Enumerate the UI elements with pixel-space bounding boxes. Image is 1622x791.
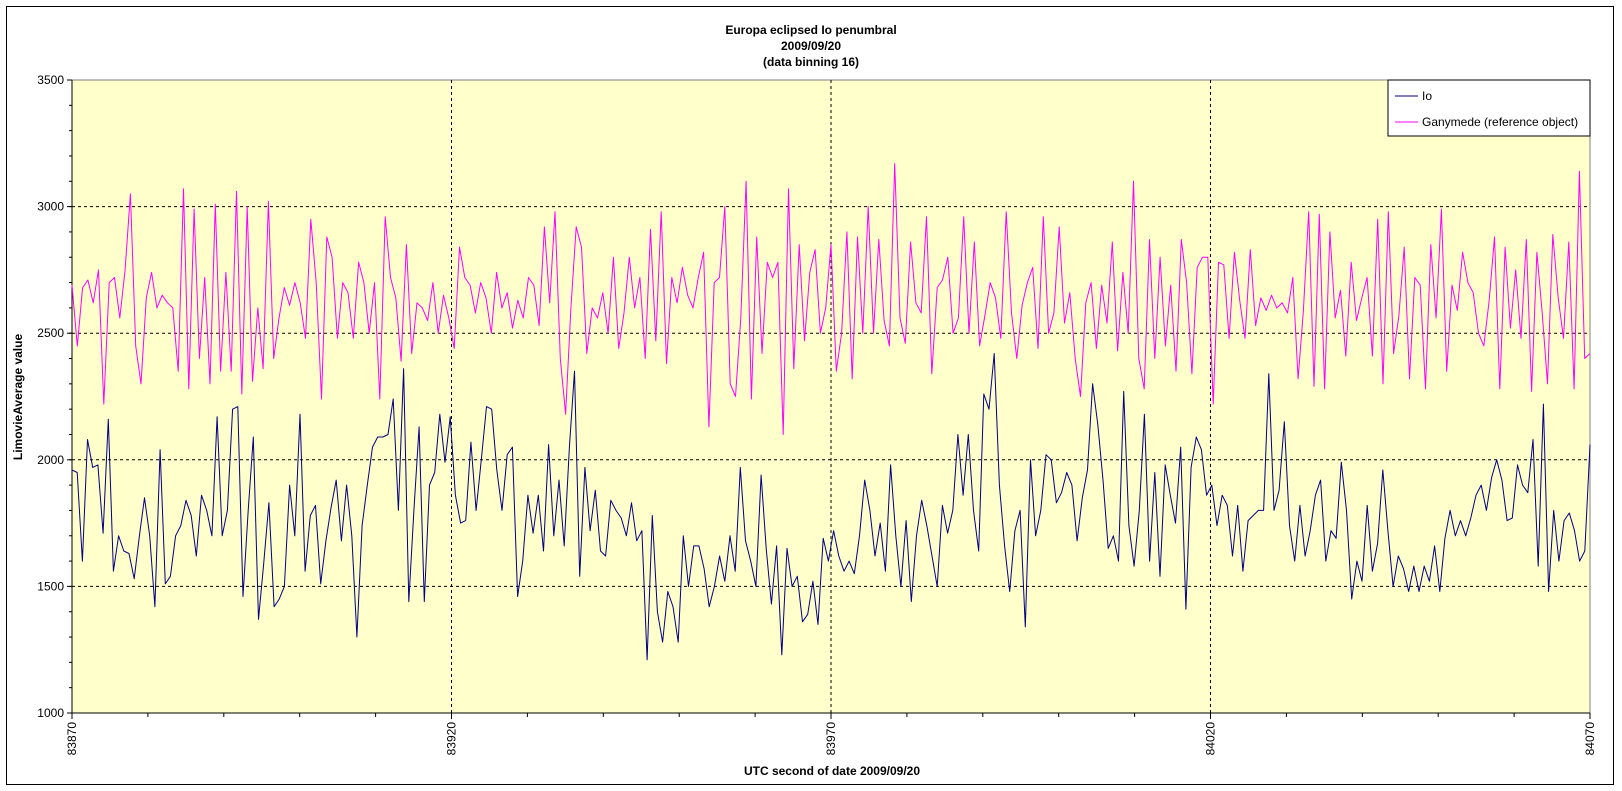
series-lines — [71, 163, 1591, 661]
chart-title-line-2: 2009/09/20 — [780, 39, 842, 53]
plot-area — [71, 79, 1591, 714]
x-tick-label: 83920 — [445, 722, 459, 756]
chart-title-line-3: (data binning 16) — [763, 55, 859, 69]
x-axis-ticks: 83870 83920 83970 84020 84070 — [65, 713, 1597, 755]
y-tick-label: 3000 — [37, 200, 64, 214]
y-tick-label: 2000 — [37, 453, 64, 467]
x-tick-label: 84020 — [1204, 722, 1218, 756]
series-line-ganymede — [71, 163, 1591, 435]
y-axis-ticks: 1000 1500 2000 2500 3000 3500 — [37, 73, 72, 720]
y-axis-label: LimovieAverage value — [11, 334, 25, 461]
series-line-io — [71, 353, 1591, 661]
y-tick-label: 1500 — [37, 579, 64, 593]
legend-label-io: Io — [1422, 89, 1432, 103]
legend-label-ganymede: Ganymede (reference object) — [1422, 115, 1578, 129]
x-axis-label: UTC second of date 2009/09/20 — [744, 764, 920, 778]
y-tick-label: 2500 — [37, 326, 64, 340]
chart-title-line-1: Europa eclipsed Io penumbral — [725, 23, 897, 37]
x-tick-label: 83870 — [65, 722, 79, 756]
gridlines — [72, 80, 1590, 713]
y-tick-label: 1000 — [37, 706, 64, 720]
y-tick-label: 3500 — [37, 73, 64, 87]
legend-box — [1387, 79, 1591, 137]
x-tick-label: 83970 — [824, 722, 838, 756]
legend: Io Ganymede (reference object) — [1387, 79, 1591, 137]
x-tick-label: 84070 — [1583, 722, 1597, 756]
